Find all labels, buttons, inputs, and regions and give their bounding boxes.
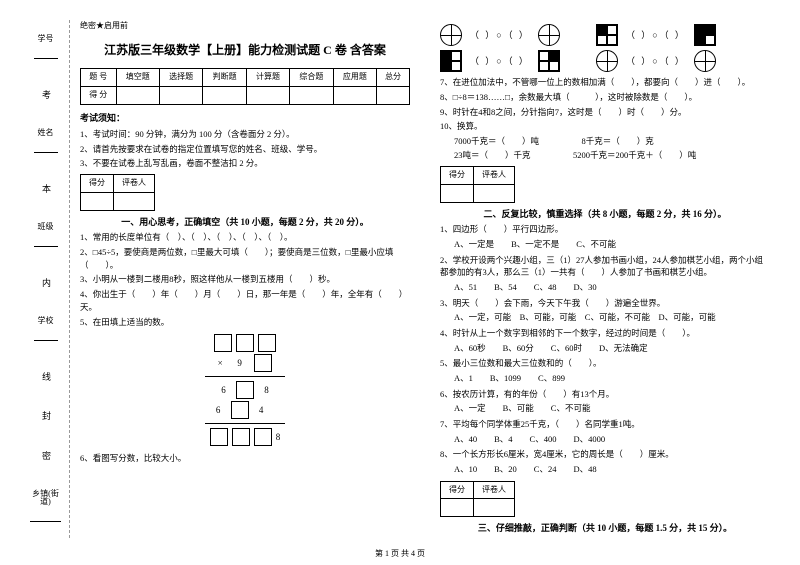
eval-c1: 得分 [81,175,114,193]
th: 计算题 [246,68,289,86]
sidebar-label: 乡镇(街道) [30,490,61,522]
circle-quarter-icon [538,24,560,46]
s2q3o: A、一定，可能 B、可能，可能 C、可能，不可能 D、可能，可能 [440,311,770,325]
grid-icon [440,50,462,72]
sidebar-label: 班级 [34,223,58,247]
digit: 6 [216,403,221,417]
times-sign: × [218,356,223,370]
digit: 6 [221,383,226,397]
s2q3: 3、明天（ ）会下雨，今天下午我（ ）游遍全世界。 [440,297,770,310]
s2q4: 4、时针从上一个数字到相邻的下一个数字，经过的时间是（ ）。 [440,327,770,340]
s2q5: 5、最小三位数和最大三位数和的（ ）。 [440,357,770,370]
exam-title: 江苏版三年级数学【上册】能力检测试题 C 卷 含答案 [80,41,410,60]
notice-title: 考试须知： [80,111,410,125]
notice-item: 2、请首先按要求在试卷的指定位置填写您的姓名、班级、学号。 [80,143,410,156]
s2q5o: A、1 B、1099 C、899 [440,372,770,386]
sidebar-label: 线 [41,372,50,381]
s2q1: 1、四边形（ ）平行四边形。 [440,223,770,236]
circle-quarter-icon [440,24,462,46]
secret-label: 绝密★启用前 [80,20,410,33]
s2q6: 6、按农历计算，有的年份（ ）有13个月。 [440,388,770,401]
s2q1o: A、一定是 B、一定不是 C、不可能 [440,238,770,252]
binding-sidebar: 学号 考 姓名 本 班级 内 学校 线 封 密 乡镇(街道) [30,20,70,538]
s2q2: 2、学校开设两个兴趣小组，三（1）27人参加书画小组，24人参加棋艺小组，两个小… [440,254,770,280]
eval-c1: 得分 [441,167,474,185]
th: 应用题 [333,68,376,86]
eval-c2: 评卷人 [474,167,515,185]
sidebar-label: 本 [41,184,50,193]
section-2-title: 二、反复比较，慎重选择（共 8 小题，每题 2 分，共 16 分）。 [440,207,770,221]
q9: 9、时针在4和8之间，分针指向7，这时是（ ）时（ ）分。 [440,106,770,119]
eval-table: 得分评卷人 [80,174,155,211]
th: 填空题 [116,68,159,86]
right-column: （ ）○（ ） （ ）○（ ） （ ）○（ ） （ ）○（ ） 7、在进位加法中… [440,20,770,538]
fraction-icons-row-1: （ ）○（ ） （ ）○（ ） [440,24,770,46]
left-column: 绝密★启用前 江苏版三年级数学【上册】能力检测试题 C 卷 含答案 题 号 填空… [80,20,410,538]
eval-c2: 评卷人 [474,481,515,499]
digit: 4 [259,403,264,417]
circle-icon [694,50,716,72]
s2q4o: A、60秒 B、60分 C、60时 D、无法确定 [440,342,770,356]
th: 选择题 [159,68,202,86]
q1: 1、常用的长度单位有（ ）、（ ）、（ ）、（ ）、（ ）。 [80,231,410,244]
q10b: 23吨＝（ ）千克 5200千克＝200千克＋（ ）吨 [440,149,770,163]
sidebar-label: 考 [41,90,50,99]
section-1-title: 一、用心思考，正确填空（共 10 小题，每题 2 分，共 20 分）。 [80,215,410,229]
s2q7: 7、平均每个同学体重25千克，（ ）名同学重1吨。 [440,418,770,431]
sidebar-label: 学校 [34,317,58,341]
q2: 2、□45÷5，要使商是两位数，□里最大可填（ ）；要使商是三位数，□里最小应填… [80,246,410,272]
compare-paren: （ ）○（ ） [626,54,686,68]
multiplication-boxes: × 9 6 8 6 4 8 [80,334,410,446]
digit: 8 [276,430,281,444]
digit: 9 [237,356,242,370]
q3: 3、小明从一楼到二楼用8秒，照这样他从一楼到五楼用（ ）秒。 [80,273,410,286]
eval-table: 得分评卷人 [440,481,515,518]
eval-c2: 评卷人 [114,175,155,193]
th: 判断题 [203,68,246,86]
page: 学号 考 姓名 本 班级 内 学校 线 封 密 乡镇(街道) 绝密★启用前 江苏… [0,0,800,558]
td: 得 分 [81,86,117,104]
notice-item: 1、考试时间：90 分钟，满分为 100 分（含卷面分 2 分）。 [80,128,410,141]
score-table: 题 号 填空题 选择题 判断题 计算题 综合题 应用题 总分 得 分 [80,68,410,105]
th: 总分 [377,68,410,86]
compare-paren: （ ）○（ ） [626,28,686,42]
s2q8o: A、10 B、20 C、24 D、48 [440,463,770,477]
content: 绝密★启用前 江苏版三年级数学【上册】能力检测试题 C 卷 含答案 题 号 填空… [70,20,770,538]
q8: 8、□÷8＝138……□，余数最大填（ ），这时被除数是（ ）。 [440,91,770,104]
eval-table: 得分评卷人 [440,166,515,203]
page-footer: 第 1 页 共 4 页 [0,548,800,559]
s2q6o: A、一定 B、可能 C、不可能 [440,402,770,416]
eval-c1: 得分 [441,481,474,499]
sidebar-label: 封 [41,411,50,420]
q10: 10、换算。 [440,120,770,133]
s2q7o: A、40 B、4 C、400 D、4000 [440,433,770,447]
s2q2o: A、51 B、54 C、48 D、30 [440,281,770,295]
compare-paren: （ ）○（ ） [470,28,530,42]
section-3-title: 三、仔细推敲，正确判断（共 10 小题，每题 1.5 分，共 15 分）。 [440,521,770,535]
q6: 6、看图写分数，比较大小。 [80,452,410,465]
sidebar-label: 内 [41,278,50,287]
th: 综合题 [290,68,333,86]
q10a: 7000千克＝（ ）吨 8千克＝（ ）克 [440,135,770,149]
q4: 4、你出生于（ ）年（ ）月（ ）日，那一年是（ ）年，全年有（ ）天。 [80,288,410,314]
s2q8: 8、一个长方形长6厘米，宽4厘米，它的周长是（ ）厘米。 [440,448,770,461]
sidebar-label: 姓名 [34,129,58,153]
notice-item: 3、不要在试卷上乱写乱画，卷面不整洁扣 2 分。 [80,157,410,170]
compare-paren: （ ）○（ ） [470,54,530,68]
grid-icon [596,24,618,46]
q5: 5、在田填上适当的数。 [80,316,410,329]
digit: 8 [264,383,269,397]
sidebar-label: 密 [41,451,50,460]
q7: 7、在进位加法中，不管哪一位上的数相加满（ ），都要向（ ）进（ ）。 [440,76,770,89]
circle-icon [596,50,618,72]
grid-icon [538,50,560,72]
grid-icon [694,24,716,46]
th: 题 号 [81,68,117,86]
fraction-icons-row-2: （ ）○（ ） （ ）○（ ） [440,50,770,72]
sidebar-label: 学号 [34,35,58,59]
